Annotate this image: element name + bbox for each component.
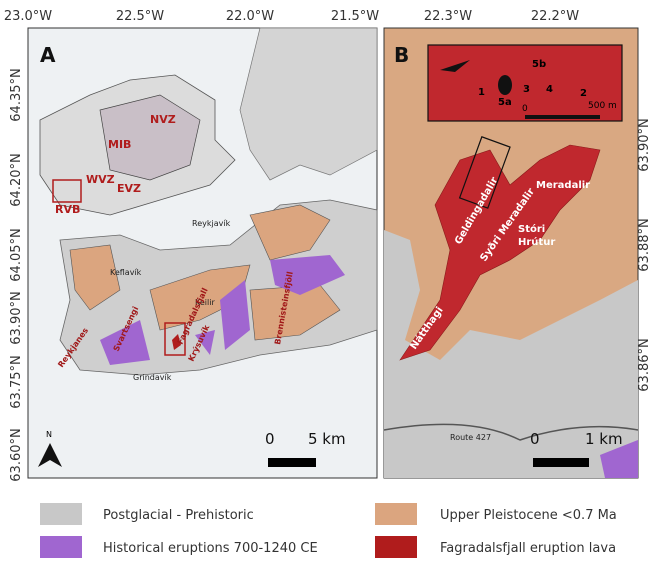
place-label: Stóri — [518, 223, 545, 235]
zone-label: RVB — [55, 203, 80, 216]
vent-label: 5b — [532, 59, 546, 70]
lat-label: 63.86°N — [637, 338, 652, 391]
inset-scale-bar — [525, 115, 600, 119]
scale-label: 0 — [265, 430, 275, 448]
vent — [498, 75, 512, 95]
vent-label: 5a — [498, 97, 512, 108]
vent-label: 1 — [478, 87, 485, 98]
lat-label: 63.75°N — [9, 355, 24, 408]
legend-swatch — [40, 536, 82, 558]
lon-label: 22.3°W — [424, 9, 472, 24]
panel-a: A NVZ MIB WVZ EVZ RVB Reykjavík Keflavík… — [28, 28, 377, 478]
panel-label: A — [40, 43, 56, 67]
place-label: Hrútur — [518, 236, 555, 248]
scale-bar — [533, 458, 589, 467]
panel-b: Meradalir Geldingadalir Syðri Meradalir … — [384, 28, 638, 478]
legend-swatch — [375, 503, 417, 525]
place-label: Keflavík — [110, 268, 142, 277]
lat-label: 64.20°N — [9, 153, 24, 206]
scale-label: 1 km — [585, 430, 623, 448]
lat-label: 64.05°N — [9, 228, 24, 281]
inset-scale-label: 0 — [522, 104, 528, 114]
lat-label: 63.88°N — [637, 218, 652, 271]
legend: Postglacial - Prehistoric Upper Pleistoc… — [40, 503, 617, 558]
north-label: N — [46, 430, 52, 439]
figure: A NVZ MIB WVZ EVZ RVB Reykjavík Keflavík… — [0, 0, 654, 559]
place-label: Reykjavík — [192, 219, 231, 228]
vent-label: 3 — [523, 84, 530, 95]
zone-label: MIB — [108, 138, 131, 151]
lon-label: 23.0°W — [4, 9, 52, 24]
lat-label: 63.90°N — [9, 291, 24, 344]
legend-label: Fagradalsfjall eruption lava — [440, 541, 616, 556]
place-label: Meradalir — [536, 180, 590, 191]
zone-label: WVZ — [86, 173, 115, 186]
lat-label: 63.90°N — [637, 118, 652, 171]
lat-label: 64.35°N — [9, 68, 24, 121]
scale-bar — [268, 458, 316, 467]
lat-label: 63.60°N — [9, 428, 24, 481]
mainland-north — [240, 28, 377, 180]
vent-label: 4 — [546, 84, 553, 95]
vent-label: 2 — [580, 88, 587, 99]
lon-label: 22.2°W — [531, 9, 579, 24]
legend-swatch — [40, 503, 82, 525]
legend-label: Historical eruptions 700-1240 CE — [103, 541, 318, 556]
zone-label: EVZ — [117, 182, 141, 195]
scale-label: 0 — [530, 430, 540, 448]
scale-label: 5 km — [308, 430, 346, 448]
legend-label: Upper Pleistocene <0.7 Ma — [440, 508, 617, 523]
inset-scale-label: 500 m — [588, 101, 617, 111]
lon-label: 22.0°W — [226, 9, 274, 24]
road-label: Route 427 — [450, 433, 491, 442]
legend-swatch — [375, 536, 417, 558]
legend-label: Postglacial - Prehistoric — [103, 508, 254, 523]
zone-label: NVZ — [150, 113, 176, 126]
lon-label: 21.5°W — [331, 9, 379, 24]
lon-label: 22.5°W — [116, 9, 164, 24]
panel-label: B — [394, 43, 409, 67]
place-label: Grindavík — [133, 373, 172, 382]
